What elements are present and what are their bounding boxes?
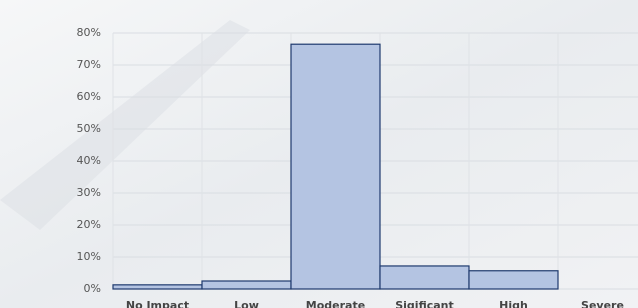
- y-tick-label: 60%: [77, 90, 101, 103]
- chart: 0% 10% 20% 30% 40% 50% 60% 70% 80% No Impact Low Mo…: [0, 0, 638, 308]
- bar: [469, 271, 558, 289]
- x-tick-label: Severe: [581, 299, 624, 308]
- bar: [380, 266, 469, 289]
- bar: [202, 281, 291, 289]
- y-tick-label: 40%: [77, 154, 101, 167]
- x-tick-label: Moderate: [306, 299, 365, 308]
- x-tick-label: High: [499, 299, 528, 308]
- x-tick-label: No Impact: [126, 299, 189, 308]
- x-tick-label: Sigificant: [395, 299, 454, 308]
- y-tick-label: 0%: [84, 282, 101, 295]
- y-tick-label: 30%: [77, 186, 101, 199]
- y-tick-label: 20%: [77, 218, 101, 231]
- y-tick-label: 50%: [77, 122, 101, 135]
- bar: [113, 285, 202, 289]
- y-tick-label: 80%: [77, 26, 101, 39]
- y-tick-label: 70%: [77, 58, 101, 71]
- x-tick-label: Low: [234, 299, 259, 308]
- bar: [291, 44, 380, 289]
- y-tick-label: 10%: [77, 250, 101, 263]
- page: {"chart_data": {"type": "bar", "categori…: [0, 0, 638, 308]
